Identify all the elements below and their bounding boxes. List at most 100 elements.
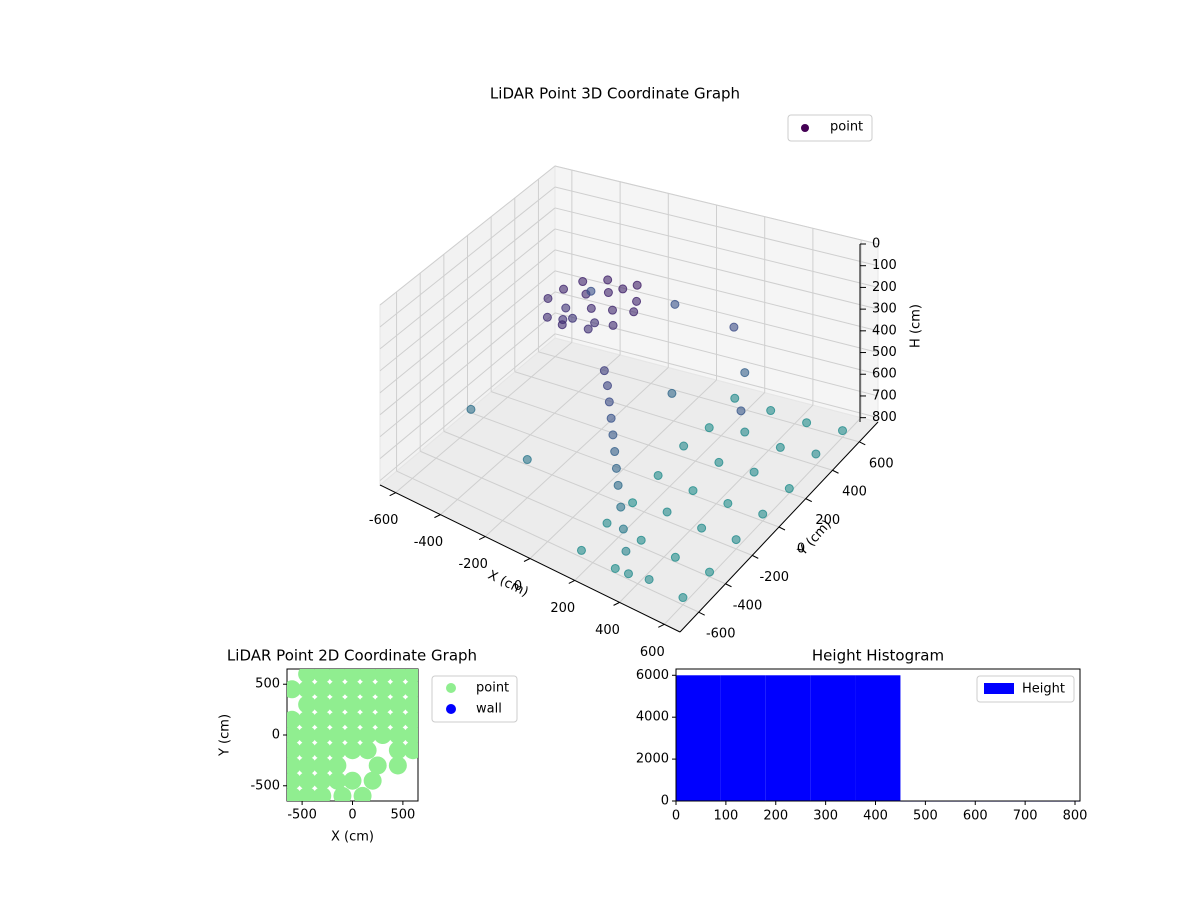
x-tick-label: 0 <box>348 808 356 823</box>
z-tick-label: 600 <box>872 367 897 382</box>
point <box>697 523 707 533</box>
x-tick-label: 700 <box>1013 809 1038 824</box>
grid-line <box>554 165 879 245</box>
point <box>714 457 724 467</box>
point <box>358 680 377 699</box>
grid-line <box>379 270 556 416</box>
x-tick-label: -600 <box>369 513 399 528</box>
point <box>403 741 418 760</box>
point <box>740 368 750 378</box>
point <box>343 726 362 744</box>
y-tick-label: -200 <box>759 570 789 585</box>
axes-frame <box>675 668 1081 802</box>
point <box>287 771 302 790</box>
z-tick-label: 500 <box>872 345 897 360</box>
legend-box <box>976 675 1075 703</box>
point <box>388 680 407 699</box>
y-tick-label: -400 <box>733 598 763 613</box>
point <box>559 284 569 294</box>
y-tick-label: 2000 <box>636 752 669 767</box>
y-tick-label: 600 <box>869 456 894 471</box>
point <box>403 710 418 729</box>
point <box>358 741 377 760</box>
point <box>838 426 848 436</box>
point <box>343 669 362 684</box>
tick-mark <box>434 514 441 519</box>
z-tick-label: 300 <box>872 302 897 317</box>
z-tick-label: 100 <box>872 258 897 273</box>
tick-mark <box>568 579 575 584</box>
point <box>343 695 362 714</box>
grid-line <box>554 186 879 267</box>
point <box>610 447 620 457</box>
x-tick-label: 500 <box>390 808 415 823</box>
x-tick-label: 0 <box>672 809 680 824</box>
grid-line <box>443 430 753 556</box>
legend-patch <box>984 683 1014 694</box>
tick-mark <box>613 601 620 606</box>
point <box>618 524 628 534</box>
point <box>298 669 317 684</box>
y-tick-label: 500 <box>255 677 280 692</box>
grid-line <box>379 228 556 372</box>
point <box>775 442 785 452</box>
x-tick-label: 400 <box>863 809 888 824</box>
point <box>368 756 387 775</box>
point <box>287 741 302 760</box>
point <box>583 324 593 334</box>
point <box>358 710 377 729</box>
point <box>298 756 317 775</box>
point <box>522 455 532 465</box>
point <box>287 756 302 775</box>
point <box>313 756 332 775</box>
grid-line <box>379 249 556 394</box>
point <box>287 726 302 744</box>
point <box>568 313 578 323</box>
legend-marker <box>446 683 456 693</box>
z-tick-label: 400 <box>872 323 897 338</box>
grid-line <box>379 291 556 438</box>
x-axis-line <box>379 484 681 633</box>
x-tick-label: 500 <box>913 809 938 824</box>
point <box>298 680 317 699</box>
point <box>616 502 626 512</box>
point <box>328 756 347 775</box>
point <box>602 381 612 391</box>
z-tick-label: 200 <box>872 280 897 295</box>
point <box>608 430 618 440</box>
grid-line <box>554 333 879 419</box>
point <box>403 726 418 744</box>
point <box>667 388 677 398</box>
legend-label: Height <box>1022 682 1065 697</box>
tick-mark <box>805 498 812 503</box>
point <box>766 406 776 416</box>
point <box>298 695 317 714</box>
grid-line <box>396 470 699 613</box>
grid-line <box>379 165 556 306</box>
legend-marker <box>801 124 809 132</box>
point <box>602 518 612 528</box>
point <box>388 741 407 760</box>
x-axis-label: X (cm) <box>331 830 374 845</box>
x-tick-label: 600 <box>963 809 988 824</box>
x-tick-label: -400 <box>414 535 444 550</box>
point <box>653 470 663 480</box>
point <box>328 726 347 744</box>
point <box>611 463 621 473</box>
point <box>670 299 680 309</box>
point <box>403 669 418 684</box>
z-tick-label: 700 <box>872 388 897 403</box>
point <box>758 509 768 519</box>
point <box>607 305 617 315</box>
point <box>543 293 553 303</box>
x-tick-label: 300 <box>813 809 838 824</box>
point <box>749 467 759 477</box>
point <box>363 771 382 790</box>
points-2d <box>287 669 418 801</box>
point <box>606 413 616 423</box>
legend-label: wall <box>476 702 502 717</box>
point <box>343 741 362 760</box>
point <box>358 669 377 684</box>
point <box>736 406 746 416</box>
tick-mark <box>698 611 705 616</box>
